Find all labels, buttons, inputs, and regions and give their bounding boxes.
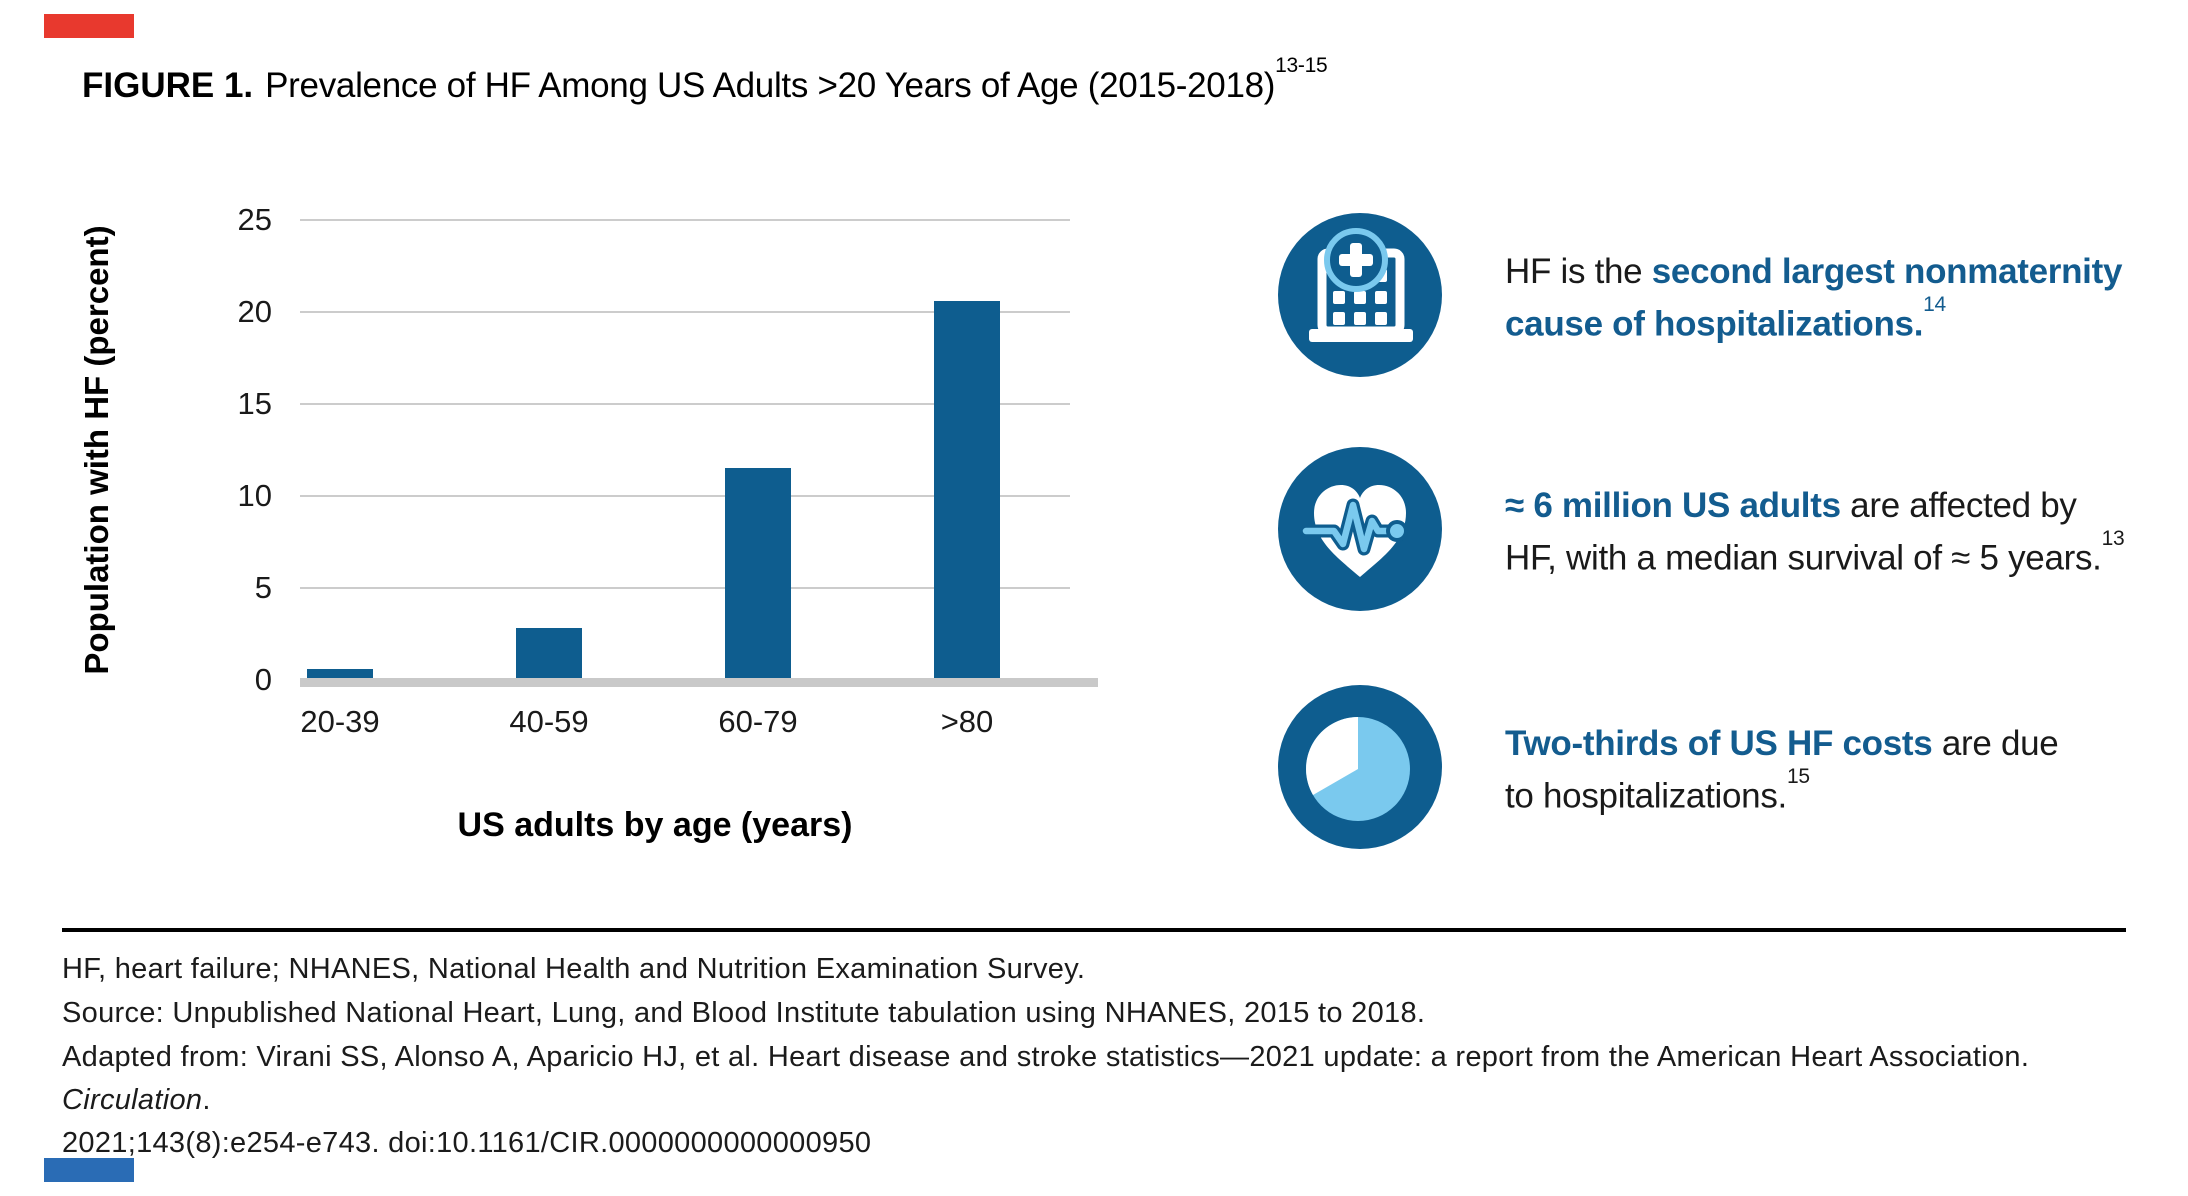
x-axis-label: US adults by age (years) xyxy=(457,806,853,844)
figure-title-superscript: 13-15 xyxy=(1275,54,1328,78)
callout-text: ≈ 6 million US adults are affected by HF… xyxy=(1505,486,2125,578)
figure-title-text: Prevalence of HF Among US Adults >20 Yea… xyxy=(265,66,1276,105)
bottom-left-blue-marker xyxy=(44,1158,134,1182)
y-tick-label: 25 xyxy=(237,202,272,237)
pie-chart-icon xyxy=(1278,685,1442,849)
callout-text: HF is the second largest nonmaternity ca… xyxy=(1505,252,2123,344)
x-axis-baseline xyxy=(300,678,1098,687)
x-tick-label: 60-79 xyxy=(718,704,798,739)
bar-40-59 xyxy=(516,628,582,678)
heart-ekg-icon xyxy=(1278,447,1442,611)
y-tick-label: 20 xyxy=(237,294,272,329)
footnote-line: HF, heart failure; NHANES, National Heal… xyxy=(62,953,1086,985)
footnote-divider xyxy=(62,928,2126,932)
gridline xyxy=(300,587,1070,589)
y-tick-label: 10 xyxy=(237,478,272,513)
gridline xyxy=(300,495,1070,497)
bar->80 xyxy=(934,300,1000,678)
figure-title: FIGURE 1. Prevalence of HF Among US Adult… xyxy=(82,54,1328,106)
callout-prevalence: ≈ 6 million US adults are affected by HF… xyxy=(1278,447,2188,611)
chart-plot: US adults by age (years) 0 5 10 15 20 25 20-39… xyxy=(238,202,1098,844)
y-axis-label: Population with HF (percent) xyxy=(78,225,115,675)
hospital-icon xyxy=(1278,213,1442,377)
figure-label: FIGURE 1. xyxy=(82,66,254,105)
footnote-line: Source: Unpublished National Heart, Lung… xyxy=(62,997,1426,1029)
x-tick-label: 20-39 xyxy=(300,704,380,739)
callout-text: Two-thirds of US HF costs are due to hos… xyxy=(1505,724,2059,816)
gridline xyxy=(300,311,1070,313)
y-tick-label: 0 xyxy=(254,662,272,697)
x-tick-label: 40-59 xyxy=(509,704,589,739)
footnotes: HF, heart failure; NHANES, National Heal… xyxy=(62,948,2132,1166)
x-tick-label: >80 xyxy=(940,704,994,739)
footnote-line: Adapted from: Virani SS, Alonso A, Apari… xyxy=(62,1041,2030,1159)
y-tick-label: 5 xyxy=(254,570,272,605)
bar-20-39 xyxy=(307,668,373,678)
callout-hospitalizations: HF is the second largest nonmaternity ca… xyxy=(1278,213,2188,377)
callout-costs: Two-thirds of US HF costs are due to hos… xyxy=(1278,685,2188,849)
bar-60-79 xyxy=(725,468,791,678)
top-left-red-marker xyxy=(44,14,134,38)
y-tick-label: 15 xyxy=(237,386,272,421)
gridline xyxy=(300,219,1070,221)
gridline xyxy=(300,403,1070,405)
